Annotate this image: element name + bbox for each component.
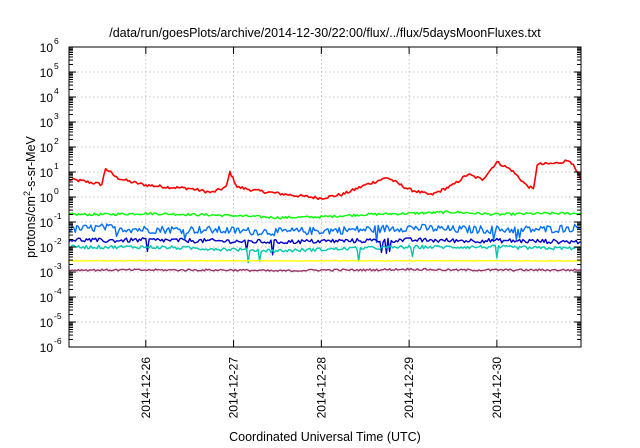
series-line xyxy=(68,223,582,244)
y-tick-label: 10 xyxy=(40,91,54,105)
y-tick-exponent: -4 xyxy=(54,286,62,296)
series-line xyxy=(69,259,582,262)
y-tick-exponent: 4 xyxy=(54,86,59,96)
series-line xyxy=(68,244,582,264)
series-line xyxy=(68,159,582,201)
y-tick-label: 10 xyxy=(40,41,54,55)
x-tick-label: 2014-12-26 xyxy=(139,357,153,419)
series-line xyxy=(68,210,581,220)
y-tick-exponent: 1 xyxy=(54,161,59,171)
y-tick-exponent: -5 xyxy=(54,311,62,321)
y-tick-label: 10 xyxy=(40,166,54,180)
x-axis: 2014-12-26 2014-12-27 2014-12-28 2014-12-29… xyxy=(139,47,504,418)
x-tick-label: 2014-12-29 xyxy=(402,357,416,419)
series-lines xyxy=(68,159,582,273)
y-tick-label: 10 xyxy=(40,191,54,205)
y-tick-label: 10 xyxy=(40,341,54,355)
y-axis-label-base: protons/cm xyxy=(24,196,38,258)
y-axis-label-rest: -s-sr-MeV xyxy=(24,135,38,191)
x-tick-label: 2014-12-28 xyxy=(314,357,328,419)
series-line xyxy=(68,237,582,256)
chart-title: /data/run/goesPlots/archive/2014-12-30/2… xyxy=(109,26,541,40)
y-tick-label: 10 xyxy=(40,141,54,155)
y-axis-label: protons/cm2-s-sr-MeV xyxy=(22,135,38,257)
y-tick-label: 10 xyxy=(40,66,54,80)
y-tick-exponent: -1 xyxy=(54,211,62,221)
series-line xyxy=(68,267,582,273)
x-axis-label: Coordinated Universal Time (UTC) xyxy=(229,430,421,444)
y-tick-exponent: -3 xyxy=(54,261,62,271)
y-tick-exponent: 3 xyxy=(54,111,59,121)
x-tick-label: 2014-12-30 xyxy=(490,357,504,419)
y-tick-exponent: -6 xyxy=(54,336,62,346)
y-tick-label: 10 xyxy=(40,216,54,230)
y-tick-label: 10 xyxy=(40,291,54,305)
y-tick-exponent: 5 xyxy=(54,61,59,71)
y-tick-exponent: 2 xyxy=(54,136,59,146)
y-tick-exponent: -2 xyxy=(54,236,62,246)
y-tick-exponent: 6 xyxy=(54,36,59,46)
y-tick-label: 10 xyxy=(40,316,54,330)
y-tick-label: 10 xyxy=(40,266,54,280)
y-tick-label: 10 xyxy=(40,241,54,255)
grid-lines xyxy=(69,47,581,347)
x-tick-label: 2014-12-27 xyxy=(227,357,241,419)
y-tick-exponent: 0 xyxy=(54,186,59,196)
y-tick-label: 10 xyxy=(40,116,54,130)
y-axis-label-sup: 2 xyxy=(22,191,32,196)
